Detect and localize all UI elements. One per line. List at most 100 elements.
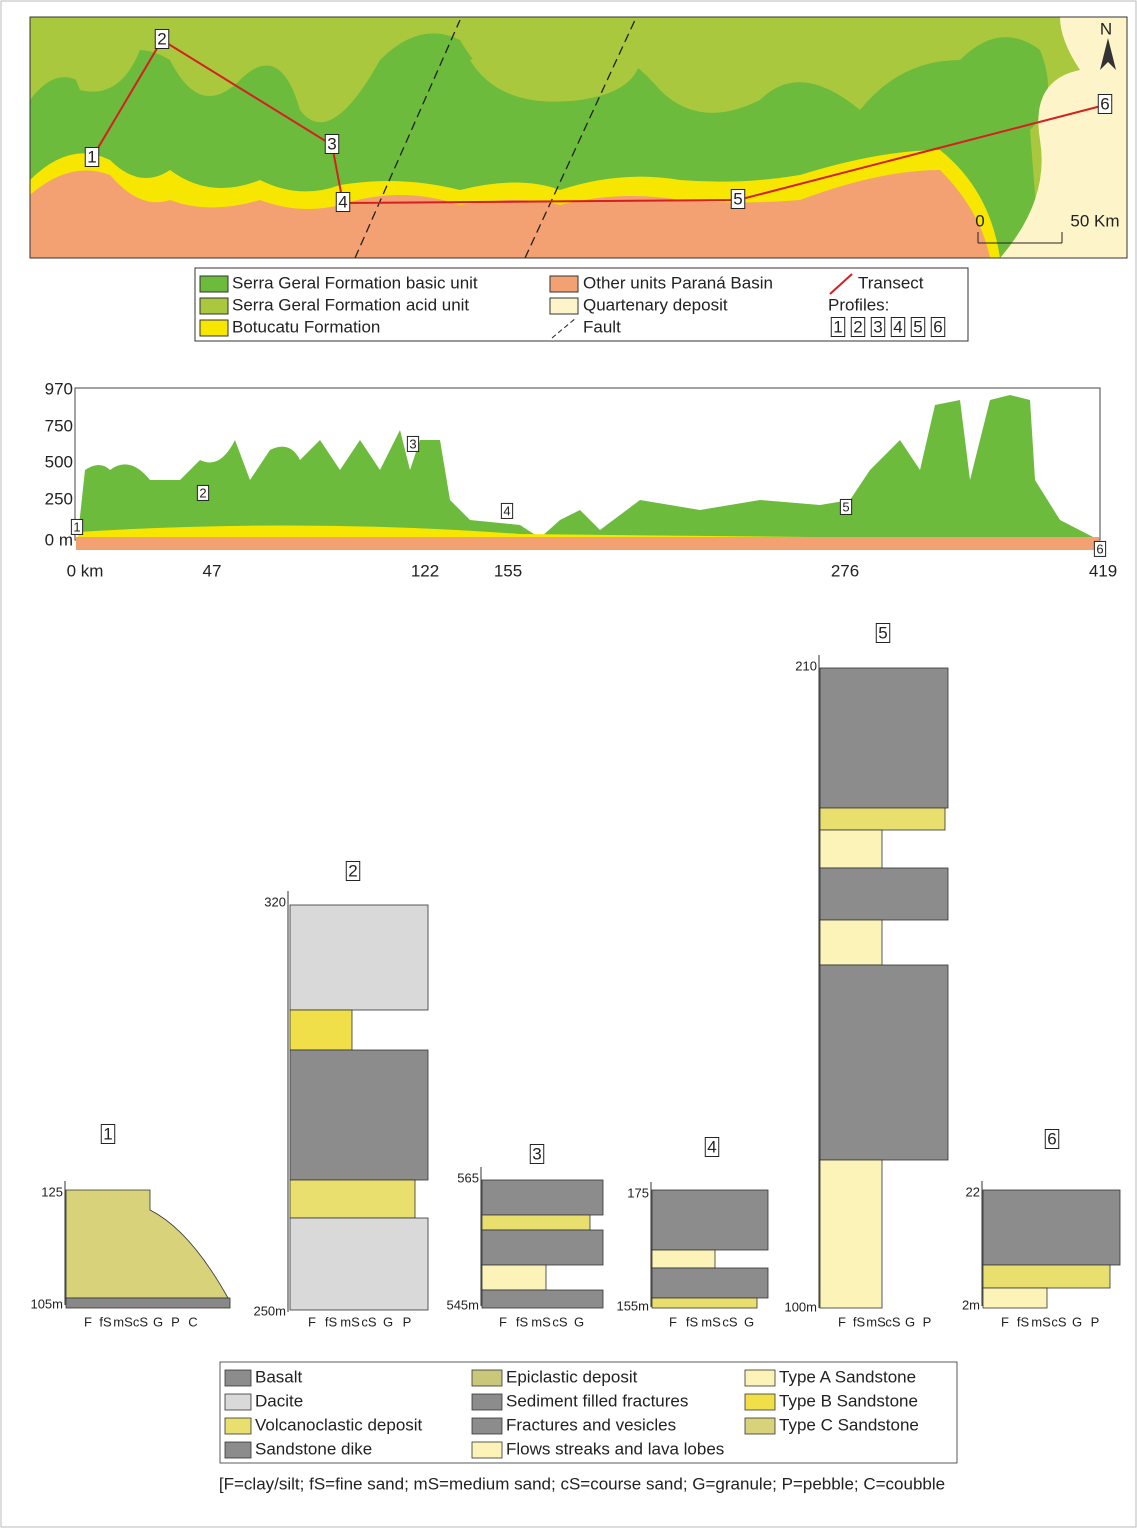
grain-size-label: fS (686, 1314, 699, 1329)
grain-size-label: cS (552, 1314, 568, 1329)
column-bottom-label: 105m (30, 1296, 63, 1311)
grain-size-label: G (1072, 1314, 1082, 1329)
grain-size-label: fS (853, 1314, 866, 1329)
scale-label: 50 Km (1070, 211, 1119, 230)
grain-size-label: F (669, 1314, 677, 1329)
grain-size-label: fS (1017, 1314, 1030, 1329)
map-point-label: 2 (157, 29, 166, 48)
grain-size-label: cS (361, 1314, 377, 1329)
map (30, 17, 1127, 258)
legend-label: Flows streaks and lava lobes (506, 1439, 724, 1458)
grain-size-label: mS (113, 1314, 133, 1329)
legend-label: Serra Geral Formation acid unit (232, 295, 469, 314)
grain-size-label: cS (885, 1314, 901, 1329)
legend-label: Botucatu Formation (232, 317, 380, 336)
column-number: 3 (532, 1144, 541, 1163)
x-axis-label: 0 km (67, 561, 104, 580)
grain-size-label: P (171, 1314, 180, 1329)
profile-point-label: 5 (842, 499, 849, 514)
x-axis-label: 155 (494, 561, 522, 580)
column-number: 4 (707, 1137, 716, 1156)
column-number: 1 (103, 1124, 112, 1143)
column-bottom-label: 545m (446, 1297, 479, 1312)
x-axis-label: 276 (831, 561, 859, 580)
column-bottom-label: 2m (962, 1297, 980, 1312)
legend-label: Sandstone dike (255, 1439, 372, 1458)
profile-point-label: 1 (73, 519, 80, 534)
legend-label: Serra Geral Formation basic unit (232, 273, 478, 292)
legend-label: Quartenary deposit (583, 295, 728, 314)
column-number: 6 (1047, 1129, 1056, 1148)
map-point-label: 4 (338, 192, 347, 211)
grain-size-label: F (838, 1314, 846, 1329)
legend-label: Type A Sandstone (779, 1367, 916, 1386)
grain-size-label: P (403, 1314, 412, 1329)
profile-point-label: 3 (409, 436, 416, 451)
grain-size-label: mS (531, 1314, 551, 1329)
profile-point-label: 6 (1096, 541, 1103, 556)
legend-label: Fault (583, 317, 621, 336)
grain-size-label: cS (133, 1314, 149, 1329)
grain-size-label: F (308, 1314, 316, 1329)
legend-label: Volcanoclastic deposit (255, 1415, 423, 1434)
profile-point-label: 2 (199, 485, 206, 500)
y-axis-label: 0 m (45, 530, 73, 549)
grain-size-label: F (84, 1314, 92, 1329)
profile-number: 3 (873, 317, 882, 336)
y-axis-label: 750 (45, 416, 73, 435)
x-axis-label: 47 (203, 561, 222, 580)
column-bottom-label: 155m (616, 1298, 649, 1313)
legend-label: Dacite (255, 1391, 303, 1410)
profile-number: 6 (933, 317, 942, 336)
column-bottom-label: 250m (253, 1303, 286, 1318)
grain-size-label: P (1091, 1314, 1100, 1329)
legend-label: Sediment filled fractures (506, 1391, 688, 1410)
grain-size-label: P (923, 1314, 932, 1329)
profile-number: 1 (833, 317, 842, 336)
column-top-label: 125 (41, 1184, 63, 1199)
column-top-label: 210 (795, 658, 817, 673)
scale-label: 0 (975, 211, 984, 230)
grain-size-label: mS (340, 1314, 360, 1329)
grain-size-label: mS (701, 1314, 721, 1329)
grain-size-label: G (744, 1314, 754, 1329)
legend-label: Fractures and vesicles (506, 1415, 676, 1434)
grain-size-label: G (574, 1314, 584, 1329)
legend-label: Basalt (255, 1367, 303, 1386)
grain-size-label: fS (325, 1314, 338, 1329)
x-axis-label: 419 (1089, 561, 1117, 580)
legend-label: Profiles: (828, 295, 889, 314)
grain-size-label: mS (1031, 1314, 1051, 1329)
column-top-label: 22 (966, 1184, 980, 1199)
profile-number: 4 (893, 317, 902, 336)
legend-label: Transect (858, 273, 924, 292)
column-number: 2 (348, 861, 357, 880)
footnote: [F=clay/silt; fS=fine sand; mS=medium sa… (219, 1474, 945, 1493)
profile-number: 2 (853, 317, 862, 336)
profile-point-label: 4 (503, 503, 510, 518)
grain-size-label: G (905, 1314, 915, 1329)
column-top-label: 175 (627, 1185, 649, 1200)
map-point-label: 1 (87, 147, 96, 166)
map-point-label: 5 (733, 189, 742, 208)
map-point-label: 6 (1100, 94, 1109, 113)
grain-size-label: G (383, 1314, 393, 1329)
legend-label: Type C Sandstone (779, 1415, 919, 1434)
y-axis-label: 500 (45, 452, 73, 471)
column-top-label: 565 (457, 1170, 479, 1185)
north-arrow-label: N (1100, 19, 1112, 38)
legend-label: Type B Sandstone (779, 1391, 918, 1410)
grain-size-label: cS (722, 1314, 738, 1329)
grain-size-label: fS (516, 1314, 529, 1329)
grain-size-label: C (188, 1314, 197, 1329)
grain-size-label: fS (99, 1314, 112, 1329)
column-number: 5 (878, 623, 887, 642)
grain-size-label: mS (866, 1314, 886, 1329)
grain-size-label: G (153, 1314, 163, 1329)
map-point-label: 3 (327, 134, 336, 153)
column-top-label: 320 (264, 894, 286, 909)
legend-label: Epiclastic deposit (506, 1367, 638, 1386)
grain-size-label: cS (1051, 1314, 1067, 1329)
x-axis-label: 122 (411, 561, 439, 580)
grain-size-label: F (499, 1314, 507, 1329)
